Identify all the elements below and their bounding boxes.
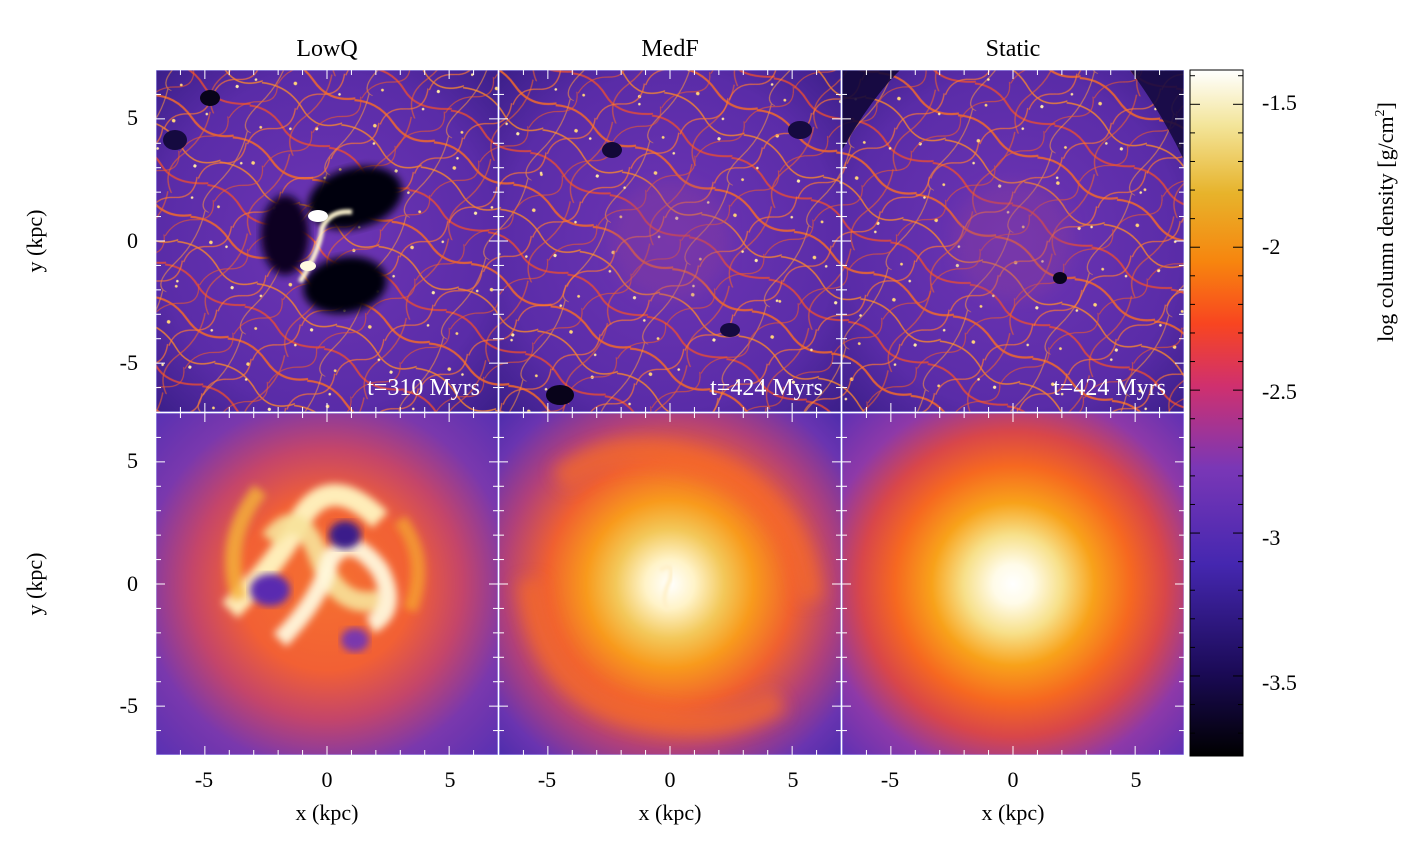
axis-ticks xyxy=(156,70,1184,755)
colorbar-tick-label-5: -3.5 xyxy=(1262,670,1297,695)
x-tick-label-c3-neg5: -5 xyxy=(881,767,899,792)
y-tick-label-bottom-0: 0 xyxy=(127,571,138,596)
time-label-medf: t=424 Myrs xyxy=(710,375,823,401)
panel-lowq-gas xyxy=(156,70,498,412)
panel-medf-stars xyxy=(499,413,841,755)
x-axis-label-c3: x (kpc) xyxy=(982,800,1045,825)
y-axis-label-top: y (kpc) xyxy=(22,210,47,273)
column-title-static: Static xyxy=(986,36,1041,62)
time-label-lowq: t=310 Myrs xyxy=(367,375,480,401)
column-title-lowq: LowQ xyxy=(296,36,357,62)
x-tick-label-c1-0: 0 xyxy=(322,767,333,792)
colorbar-ticks xyxy=(1190,75,1243,734)
x-tick-label-c3-5: 5 xyxy=(1131,767,1142,792)
colorbar-axis-label: log column density [g/cm2] xyxy=(1373,102,1398,342)
y-tick-label-top-neg5: -5 xyxy=(120,350,138,375)
column-title-medf: MedF xyxy=(641,36,698,62)
time-label-static: t=424 Myrs xyxy=(1053,375,1166,401)
x-tick-label-c2-0: 0 xyxy=(665,767,676,792)
x-tick-label-c3-0: 0 xyxy=(1008,767,1019,792)
x-axis-label-c2: x (kpc) xyxy=(639,800,702,825)
x-tick-label-c2-neg5: -5 xyxy=(538,767,556,792)
x-tick-label-c1-5: 5 xyxy=(445,767,456,792)
colorbar-tick-label-2: -2 xyxy=(1262,234,1280,259)
colorbar-tick-label-1: -1.5 xyxy=(1262,90,1297,115)
colorbar: -1.5 -2 -2.5 -3 -3.5 log column density … xyxy=(1189,69,1398,757)
panel-static-gas xyxy=(842,70,1184,412)
x-tick-label-c1-neg5: -5 xyxy=(195,767,213,792)
y-tick-label-top-0: 0 xyxy=(127,228,138,253)
panel-static-stars xyxy=(842,413,1184,755)
y-tick-label-top-5: 5 xyxy=(127,105,138,130)
panel-medf-gas xyxy=(499,70,841,412)
y-axis-label-bottom: y (kpc) xyxy=(22,553,47,616)
x-axis-label-c1: x (kpc) xyxy=(296,800,359,825)
colorbar-gradient xyxy=(1189,69,1244,757)
colorbar-tick-label-4: -3 xyxy=(1262,525,1280,550)
x-tick-label-c2-5: 5 xyxy=(788,767,799,792)
y-tick-label-bottom-5: 5 xyxy=(127,448,138,473)
y-tick-label-bottom-neg5: -5 xyxy=(120,693,138,718)
colorbar-tick-label-3: -2.5 xyxy=(1262,379,1297,404)
panel-lowq-stars xyxy=(156,413,498,755)
